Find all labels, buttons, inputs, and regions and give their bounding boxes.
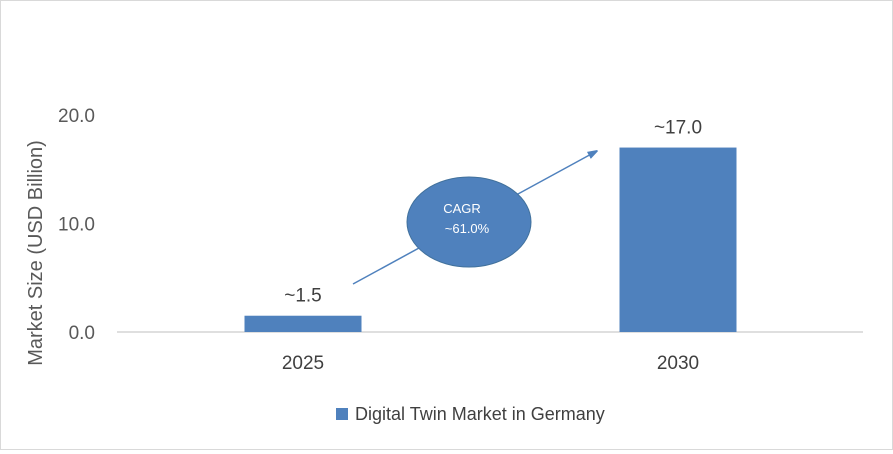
- cagr-label: CAGR: [443, 201, 481, 216]
- bar-2025: [244, 315, 362, 332]
- y-tick-label: 0.0: [69, 323, 95, 344]
- data-label-2030: ~17.0: [654, 118, 702, 139]
- bars: [244, 147, 737, 332]
- y-tick-label: 10.0: [58, 215, 95, 236]
- y-tick-labels: 0.0 10.0 20.0: [58, 106, 95, 344]
- x-tick-labels: 2025 2030: [282, 353, 699, 374]
- y-tick-label: 20.0: [58, 106, 95, 127]
- legend-swatch: [336, 408, 348, 420]
- x-tick-label-2030: 2030: [657, 353, 699, 374]
- x-tick-label-2025: 2025: [282, 353, 324, 374]
- cagr-ellipse: [406, 176, 532, 268]
- bar-2030: [619, 147, 737, 332]
- legend-label: Digital Twin Market in Germany: [355, 404, 605, 424]
- cagr-value: ~61.0%: [445, 221, 490, 236]
- data-labels: ~1.5 ~17.0: [284, 118, 702, 307]
- y-axis-title: Market Size (USD Billion): [25, 140, 47, 366]
- data-label-2025: ~1.5: [284, 286, 322, 307]
